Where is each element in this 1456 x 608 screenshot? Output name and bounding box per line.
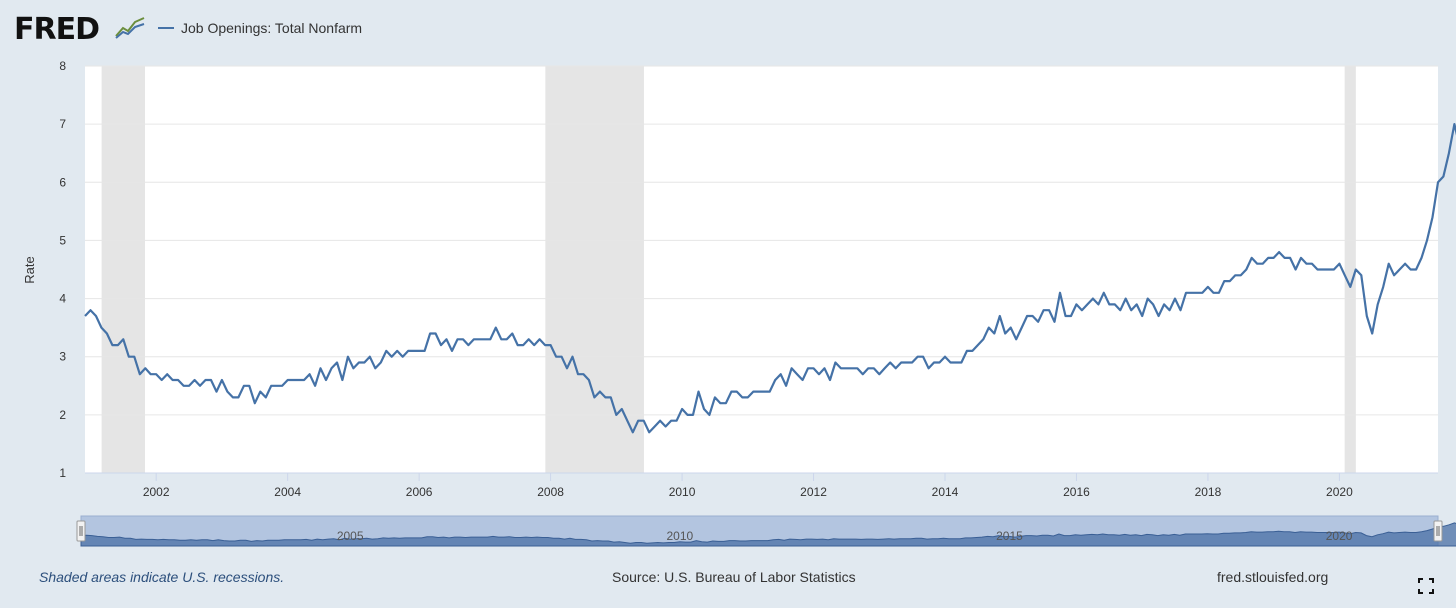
- source-text: Source: U.S. Bureau of Labor Statistics: [612, 569, 856, 585]
- y-axis-label: Rate: [22, 256, 37, 283]
- x-tick-label: 2006: [406, 485, 433, 499]
- navigator-tick-label: 2005: [337, 529, 364, 543]
- chart-plot[interactable]: 1 2 3 4 5 6 7 8 2002 2004 2006 2008 2010 2012 2014 201…: [0, 0, 1456, 510]
- navigator-tick-label: 2015: [996, 529, 1023, 543]
- y-tick-label: 2: [59, 408, 66, 422]
- chart-header: FRED Job Openings: Total Nonfarm: [0, 0, 1456, 60]
- legend[interactable]: Job Openings: Total Nonfarm: [158, 20, 362, 36]
- recession-band-2: [1344, 66, 1356, 473]
- y-tick-label: 3: [59, 350, 66, 364]
- y-tick-label: 8: [59, 59, 66, 73]
- x-tick-label: 2020: [1326, 485, 1353, 499]
- x-tick-label: 2008: [537, 485, 564, 499]
- series-line-job-openings[interactable]: [84, 122, 1456, 434]
- y-tick-label: 4: [59, 292, 66, 306]
- x-tick-label: 2010: [669, 485, 696, 499]
- recession-note: Shaded areas indicate U.S. recessions.: [39, 569, 285, 585]
- x-tick-label: 2012: [800, 485, 827, 499]
- navigator-handle-right[interactable]: [1433, 520, 1443, 542]
- y-tick-label: 7: [59, 117, 66, 131]
- fred-logo[interactable]: FRED: [14, 12, 100, 47]
- legend-label: Job Openings: Total Nonfarm: [181, 20, 363, 36]
- navigator-tick-label: 2010: [666, 529, 693, 543]
- legend-swatch: [158, 27, 174, 29]
- y-tick-label: 5: [59, 233, 66, 247]
- y-tick-label: 6: [59, 175, 66, 189]
- recession-band-0: [101, 66, 146, 473]
- fullscreen-icon[interactable]: [1418, 578, 1434, 594]
- recession-band-1: [545, 66, 644, 473]
- trend-chart-icon: [115, 17, 145, 39]
- plot-area: [85, 66, 1438, 473]
- x-tick-label: 2014: [932, 485, 959, 499]
- x-tick-label: 2002: [143, 485, 170, 499]
- navigator-handle-left[interactable]: [76, 520, 86, 542]
- x-tick-label: 2018: [1195, 485, 1222, 499]
- fred-url-link[interactable]: fred.stlouisfed.org: [1217, 569, 1329, 585]
- range-navigator[interactable]: 2005 2010 2015 2020: [0, 512, 1456, 548]
- y-tick-label: 1: [59, 466, 66, 480]
- x-tick-label: 2016: [1063, 485, 1090, 499]
- navigator-tick-label: 2020: [1326, 529, 1353, 543]
- navigator-series: [80, 522, 1456, 547]
- x-tick-label: 2004: [274, 485, 301, 499]
